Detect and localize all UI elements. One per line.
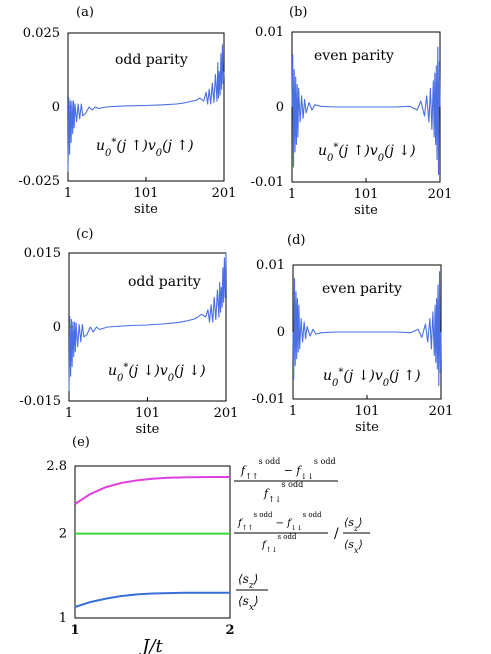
x-tick-label: 1 bbox=[64, 186, 72, 201]
chart-title-d: even parity bbox=[322, 281, 402, 297]
annotation-b: u0*(j ↑)v0(j ↓) bbox=[318, 142, 416, 164]
plot-e: 1 2 2.8 2 1 J/t bbox=[46, 459, 234, 654]
series-line-0 bbox=[74, 476, 230, 505]
x-axis-label: site bbox=[354, 203, 378, 218]
x-tick-label: 201 bbox=[428, 187, 453, 202]
plot-a: 1 101 201 0.025 0 -0.025 site bbox=[18, 26, 236, 217]
x-tick-label: 1 bbox=[289, 404, 297, 419]
panel-b: (b) 1 101 201 0.01 0 -0.01 site even parity u0… bbox=[251, 5, 453, 218]
panel-label-d: (d) bbox=[287, 233, 305, 248]
legend-magenta: f↑↑s odd − f↓↓s odd f↑↓s odd bbox=[234, 457, 338, 504]
plot-d: 1 101 201 0.01 0 -0.01 site bbox=[252, 258, 454, 435]
x-tick-label: 1 bbox=[288, 187, 296, 202]
y-tick-label: 0.01 bbox=[256, 258, 285, 273]
y-tick-label: -0.01 bbox=[251, 175, 284, 190]
plot-c: 1 101 201 0.015 0 -0.015 site bbox=[19, 246, 238, 437]
legend-green: f↑↑s odd − f↓↓s odd f↑↓s odd / ⟨sz⟩ ⟨sx⟩ bbox=[234, 511, 370, 555]
x-axis-label: J/t bbox=[138, 636, 163, 654]
x-tick-label: 1 bbox=[70, 623, 79, 638]
plot-b: 1 101 201 0.01 0 -0.01 site bbox=[251, 25, 453, 218]
y-tick-label: 0 bbox=[277, 325, 285, 340]
panel-c: (c) 1 101 201 0.015 0 -0.015 site odd parity u… bbox=[19, 227, 238, 437]
svg-text:⟨sx⟩: ⟨sx⟩ bbox=[238, 594, 259, 613]
svg-text:⟨sz⟩: ⟨sz⟩ bbox=[344, 516, 362, 533]
chart-title-a: odd parity bbox=[115, 52, 188, 68]
series-line-0 bbox=[68, 252, 227, 392]
y-tick-label: 0.01 bbox=[255, 25, 284, 40]
svg-text:⟨sx⟩: ⟨sx⟩ bbox=[344, 538, 363, 555]
series-line-0 bbox=[67, 44, 225, 173]
legend-blue: ⟨sz⟩ ⟨sx⟩ bbox=[236, 572, 268, 613]
x-axis-label: site bbox=[134, 202, 158, 217]
svg-text:⟨sz⟩: ⟨sz⟩ bbox=[238, 572, 258, 591]
x-tick-label: 101 bbox=[134, 186, 159, 201]
y-tick-label: 0 bbox=[53, 320, 61, 335]
y-tick-label: -0.01 bbox=[252, 392, 285, 407]
x-tick-label: 101 bbox=[355, 404, 380, 419]
panel-label-a: (a) bbox=[76, 5, 94, 20]
y-tick-label: 0.025 bbox=[23, 26, 60, 41]
y-tick-label: 1 bbox=[59, 611, 67, 626]
series-line-0 bbox=[291, 46, 441, 176]
x-tick-label: 101 bbox=[135, 406, 160, 421]
y-tick-label: -0.025 bbox=[18, 174, 60, 189]
annotation-c: u0*(j ↓)v0(j ↓) bbox=[108, 362, 206, 384]
x-axis-label: site bbox=[355, 420, 379, 435]
annotation-d: u0*(j ↓)v0(j ↑) bbox=[323, 367, 421, 389]
svg-text:f↑↓s odd: f↑↓s odd bbox=[261, 533, 297, 554]
y-tick-label: 2.8 bbox=[46, 459, 67, 474]
series-line-2 bbox=[74, 591, 230, 608]
panel-label-e: (e) bbox=[72, 435, 90, 450]
x-tick-label: 201 bbox=[429, 404, 454, 419]
panel-e: (e) 1 2 2.8 2 1 J/t f↑↑s odd − f↓↓s odd f↑↓s … bbox=[46, 435, 370, 654]
plot-frame bbox=[74, 465, 231, 619]
panel-label-c: (c) bbox=[76, 227, 93, 242]
chart-title-b: even parity bbox=[314, 48, 394, 64]
panel-label-b: (b) bbox=[289, 5, 307, 20]
chart-title-c: odd parity bbox=[128, 274, 201, 290]
svg-text:f↑↓s odd: f↑↓s odd bbox=[263, 480, 303, 504]
svg-text:f↑↑s odd − f↓↓s odd: f↑↑s odd − f↓↓s odd bbox=[240, 457, 336, 481]
svg-text:f↑↑s odd − f↓↓s odd: f↑↑s odd − f↓↓s odd bbox=[237, 511, 322, 532]
y-tick-label: 0 bbox=[276, 100, 284, 115]
panel-d: (d) 1 101 201 0.01 0 -0.01 site even parity u0… bbox=[252, 233, 454, 435]
x-tick-label: 201 bbox=[214, 406, 239, 421]
svg-text:/: / bbox=[334, 526, 339, 542]
x-tick-label: 2 bbox=[225, 623, 234, 638]
panel-a: (a) 1 101 201 0.025 0 -0.025 site odd parity u… bbox=[18, 5, 236, 217]
x-tick-label: 1 bbox=[65, 406, 73, 421]
x-axis-label: site bbox=[136, 422, 160, 437]
y-tick-label: 0 bbox=[52, 100, 60, 115]
x-tick-label: 201 bbox=[212, 186, 237, 201]
y-tick-label: 2 bbox=[59, 527, 67, 542]
x-tick-label: 101 bbox=[354, 187, 379, 202]
y-tick-label: -0.015 bbox=[19, 394, 61, 409]
y-tick-label: 0.015 bbox=[24, 246, 61, 261]
series-line-0 bbox=[292, 271, 442, 387]
annotation-a: u0*(j ↑)v0(j ↑) bbox=[96, 137, 194, 159]
